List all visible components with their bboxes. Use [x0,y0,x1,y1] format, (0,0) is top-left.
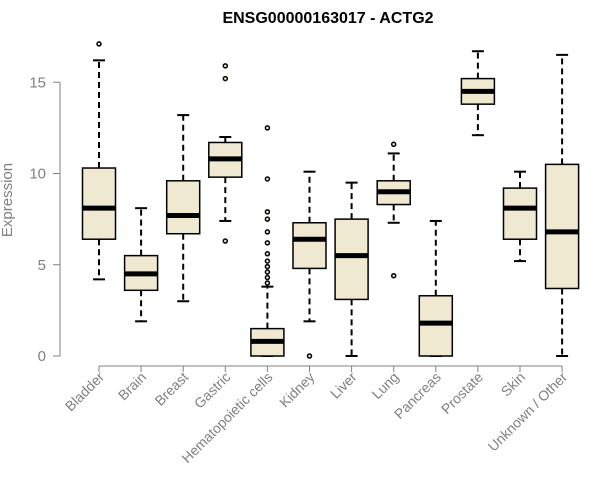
x-tick-label: Prostate [438,369,486,417]
box-2 [165,114,201,303]
iqr-box [165,180,201,235]
y-tick-label: 0 [38,348,46,365]
outlier-point [222,238,229,244]
outlier-point [264,263,271,270]
outlier-point [264,258,271,264]
outlier-point [264,209,271,215]
box-3 [208,63,243,244]
outlier-point [96,41,102,47]
x-tick-label: Unknown / Other [485,369,571,455]
y-axis-label: Expression [0,163,16,237]
outlier-point [264,240,271,246]
x-tick-label: Bladder [62,369,108,415]
outlier-point [264,216,271,222]
outlier-point [264,229,271,235]
iqr-box [418,295,454,357]
iqr-box [544,163,580,290]
x-tick-label: Brain [115,369,149,403]
box-6 [334,181,369,357]
iqr-box [292,222,327,270]
box-0 [81,41,117,281]
iqr-box [334,218,369,301]
box-5 [292,170,327,359]
box-4 [250,125,285,357]
x-tick-label: Kidney [276,369,318,411]
iqr-box [502,187,538,240]
outlier-point [390,141,397,148]
boxes-group [81,41,580,359]
outlier-point [306,353,313,359]
y-tick-label: 10 [29,166,46,183]
box-10 [502,170,538,263]
outlier-point [264,274,271,281]
y-axis: 0 5 10 15 [29,74,61,365]
y-tick-label: 5 [38,257,46,274]
box-9 [460,50,496,137]
x-tick-label: Skin [498,369,529,400]
box-8 [418,219,454,357]
y-tick-label: 15 [29,74,46,91]
x-tick-label: Lung [368,369,401,402]
outlier-point [264,125,271,131]
outlier-point [264,269,271,275]
outlier-point [222,75,229,82]
iqr-box [81,167,117,240]
box-11 [544,53,580,357]
outlier-point [264,251,271,257]
x-tick-label: Pancreas [391,369,444,422]
x-tick-label: Breast [151,369,191,409]
outlier-point [264,176,271,182]
outlier-point [222,63,229,69]
box-1 [123,207,159,323]
box-7 [376,141,411,279]
outlier-point [264,280,271,286]
x-tick-label: Liver [327,369,360,402]
chart-title: ENSG00000163017 - ACTG2 [222,10,433,27]
outlier-point [390,272,397,279]
